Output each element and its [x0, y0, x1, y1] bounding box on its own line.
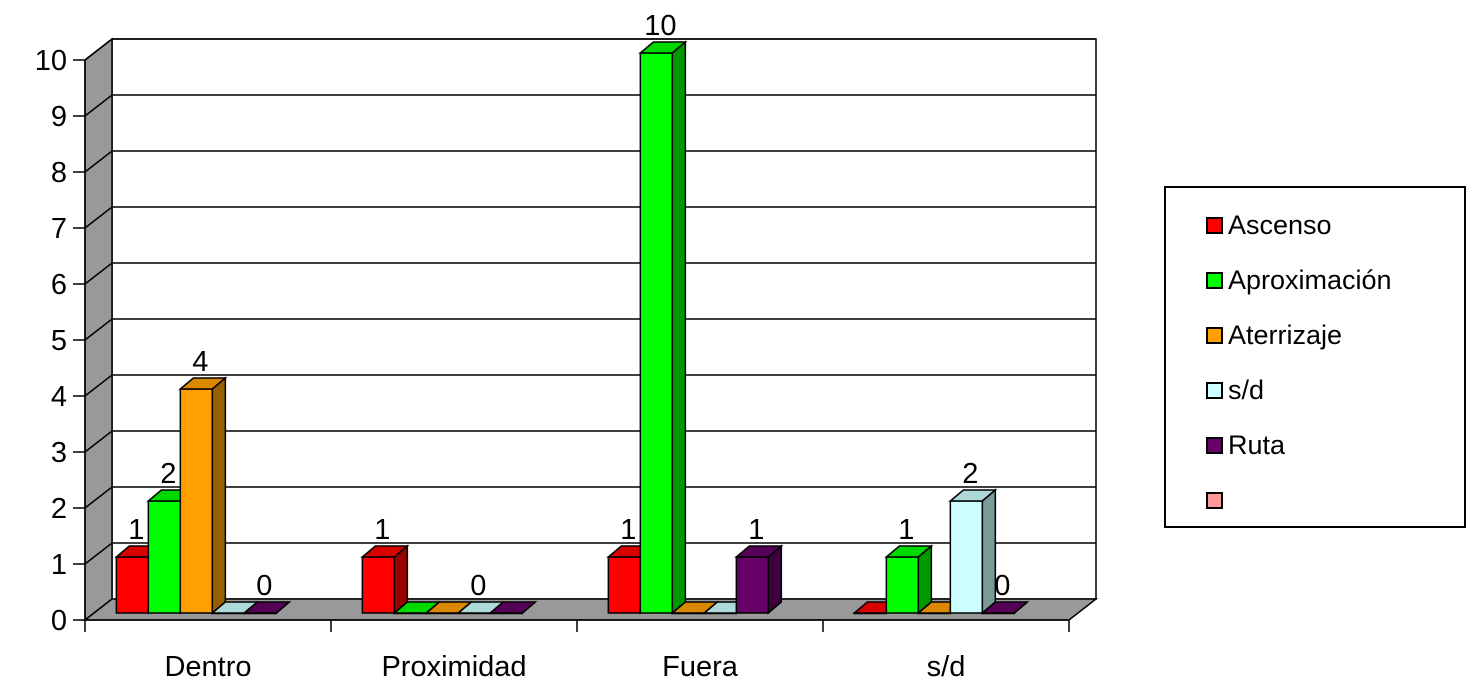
bar [360, 544, 410, 615]
bar-side [275, 601, 290, 614]
legend-label: s/d [1228, 374, 1265, 405]
legend-label: Aproximación [1228, 264, 1392, 295]
bar-front [179, 388, 214, 614]
bar-front [885, 556, 920, 614]
gridlines [84, 38, 1096, 565]
y-tick-label: 7 [51, 213, 67, 245]
chart-walls [82, 37, 1099, 622]
y-tick-label: 3 [51, 437, 67, 469]
legend: Ascenso Aproximación Aterrizaje s/d Ruta [1164, 186, 1466, 528]
legend-item: Aproximación [1206, 265, 1392, 295]
x-tick-label: Fuera [662, 651, 739, 683]
bar [178, 376, 228, 615]
bar-front [147, 500, 182, 614]
y-tick-label: 8 [51, 157, 67, 189]
legend-swatch [1206, 271, 1223, 289]
bar-side [767, 544, 783, 615]
gridline [84, 374, 1096, 397]
bar-front [639, 52, 674, 614]
bar-front [361, 556, 396, 614]
data-label: 1 [748, 514, 764, 546]
bar [948, 488, 998, 615]
legend-swatch [1206, 491, 1223, 509]
x-tick-label: Dentro [164, 651, 251, 683]
bar-front [735, 556, 770, 614]
data-label: 4 [192, 346, 208, 378]
x-tick-label: s/d [927, 651, 966, 683]
legend-item [1206, 485, 1228, 515]
legend-label: Aterrizaje [1228, 319, 1343, 350]
data-label: 1 [128, 514, 144, 546]
data-label: 1 [374, 514, 390, 546]
gridline [84, 318, 1096, 341]
data-label: 1 [620, 514, 636, 546]
y-tick-label: 9 [51, 101, 67, 133]
gridline [84, 150, 1096, 173]
bar [242, 601, 292, 615]
gridline [84, 94, 1096, 117]
data-label: 0 [256, 570, 272, 602]
y-tick-label: 2 [51, 493, 67, 525]
y-tick-label: 10 [35, 45, 67, 77]
bar-side [211, 376, 227, 615]
bar-side [521, 601, 536, 614]
legend-item: s/d [1206, 375, 1264, 405]
legend-item: Ruta [1206, 430, 1285, 460]
data-label: 2 [160, 458, 176, 490]
data-label: 0 [470, 570, 486, 602]
bar [884, 544, 934, 615]
legend-swatch [1206, 216, 1223, 234]
gridline [84, 486, 1096, 509]
gridline [84, 38, 1096, 61]
bar [734, 544, 784, 615]
data-label: 1 [898, 514, 914, 546]
data-label: 2 [962, 458, 978, 490]
legend-swatch [1206, 381, 1223, 399]
legend-label: Ruta [1228, 429, 1286, 460]
axes [73, 59, 1070, 632]
gridline [84, 206, 1096, 229]
legend-label: Ascenso [1228, 209, 1332, 240]
x-tick-label: Proximidad [381, 651, 526, 683]
bar-side [671, 40, 687, 615]
bar-side [1013, 601, 1028, 614]
bar-front [115, 556, 150, 614]
y-tick-label: 6 [51, 269, 67, 301]
y-tick-label: 5 [51, 325, 67, 357]
y-tick-label: 0 [51, 605, 67, 637]
data-label: 0 [994, 570, 1010, 602]
bars [114, 40, 1030, 615]
bar [980, 601, 1030, 615]
gridline [84, 262, 1096, 285]
gridline [84, 430, 1096, 453]
legend-item: Ascenso [1206, 210, 1332, 240]
bar [638, 40, 688, 615]
gridline [84, 542, 1096, 565]
data-label: 10 [644, 10, 676, 42]
bar-front [607, 556, 642, 614]
legend-item: Aterrizaje [1206, 320, 1342, 350]
legend-swatch [1206, 326, 1223, 344]
bar-front [949, 500, 984, 614]
bar [488, 601, 538, 615]
y-tick-label: 1 [51, 549, 67, 581]
y-tick-label: 4 [51, 381, 67, 413]
legend-swatch [1206, 436, 1223, 454]
